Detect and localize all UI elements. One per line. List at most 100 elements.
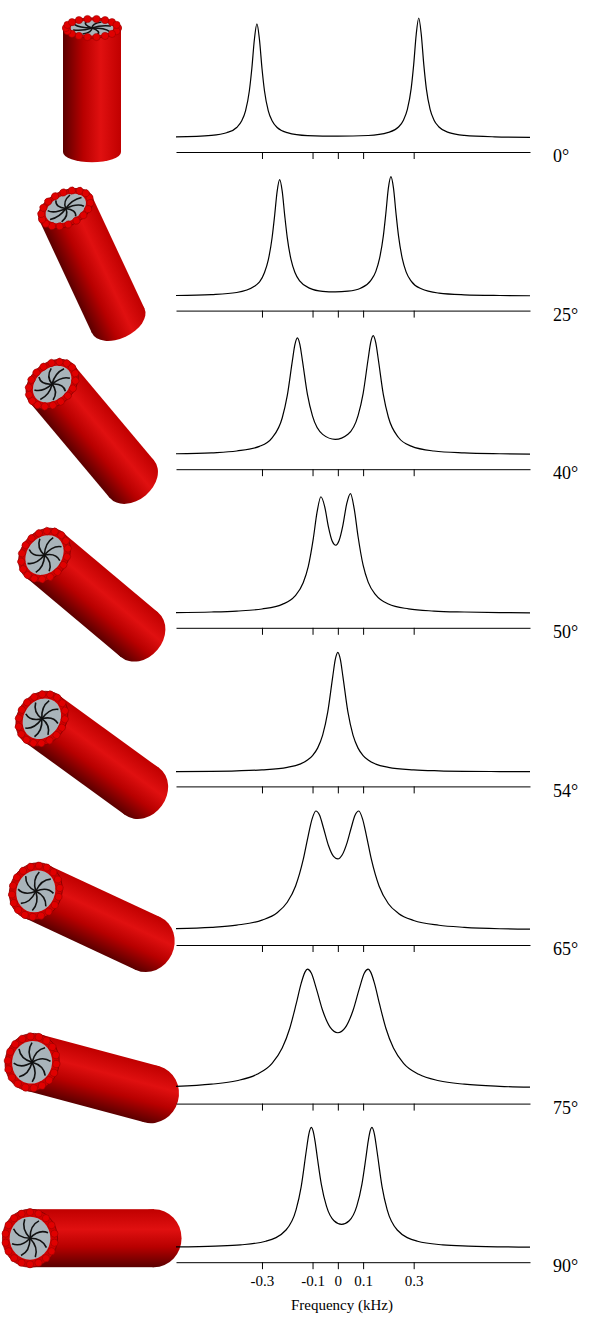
lipid-head: [49, 868, 59, 878]
lipid-head: [36, 911, 46, 921]
spectrum-line: [176, 18, 530, 137]
tick-mark: [363, 469, 364, 476]
spectrum-line: [176, 494, 530, 613]
lipid-head: [4, 1065, 13, 1074]
tick: [313, 786, 314, 793]
lipid-tail: [38, 384, 56, 400]
tick: [414, 628, 415, 635]
lipid-head: [26, 1209, 33, 1216]
lipid-head: [62, 358, 72, 368]
lipid-head: [45, 572, 55, 582]
lipid-tail: [14, 1229, 30, 1238]
lipid-head: [50, 192, 60, 202]
tick-mark: [262, 628, 263, 635]
lipid-head: [2, 1230, 9, 1237]
lipid-head: [75, 32, 82, 39]
panel: -0.3 -0.1 0 0.1 0.3: [176, 1127, 531, 1288]
panel-title: 25°: [553, 305, 578, 325]
cylinder-rim: [0, 1027, 66, 1097]
cylinder-body: [63, 28, 121, 152]
tick-mark: [313, 311, 314, 318]
lipid-head: [18, 1210, 25, 1217]
lipid-tail: [27, 1062, 38, 1082]
plot-area: [176, 1127, 530, 1247]
cylinder-rim: [32, 180, 99, 236]
lipid-tail: [92, 26, 111, 28]
lipid-head: [38, 1081, 47, 1090]
lipid-head: [55, 883, 65, 893]
lipid-head: [35, 1259, 42, 1266]
lipid-head: [63, 391, 73, 401]
lipid-head: [51, 1239, 58, 1246]
lipid-head: [50, 527, 60, 537]
panel: [176, 494, 531, 635]
panel-title: 50°: [553, 622, 578, 642]
lipid-head: [44, 735, 54, 745]
tick-mark: [338, 469, 339, 476]
lipid-head: [108, 30, 115, 37]
tick-mark: [338, 786, 339, 793]
lipid-head: [36, 738, 46, 748]
cylinder-core: [26, 358, 79, 410]
lipid-head: [26, 533, 36, 543]
lipid-tail: [21, 1238, 30, 1255]
lipid-head: [13, 1079, 22, 1088]
tick: 0.3: [405, 1262, 424, 1289]
plot-area: [176, 811, 530, 929]
tick-label: -0.3: [251, 1273, 275, 1289]
tick: 0: [335, 1262, 343, 1289]
tick-mark: [313, 1262, 314, 1269]
lipid-head: [9, 898, 19, 908]
lipid-head: [67, 186, 77, 196]
lipid-head: [42, 1255, 49, 1262]
lipid-head: [29, 1084, 38, 1093]
lipid-head: [51, 1230, 58, 1237]
tick-mark: [363, 945, 364, 952]
lipid-head: [26, 1261, 33, 1268]
lipid-head: [12, 873, 22, 883]
axis-line: [177, 786, 531, 787]
tick: [338, 152, 339, 159]
tick-mark: [262, 152, 263, 159]
spectrum-line: [176, 811, 530, 929]
lipid-head: [17, 705, 27, 715]
plot-area: [176, 336, 530, 455]
lipid-tail: [12, 1238, 30, 1245]
lipid-head: [68, 383, 78, 393]
tick: [414, 469, 415, 476]
cylinder: [0, 1026, 186, 1130]
panel: [176, 969, 531, 1110]
cylinder-rim: [5, 681, 78, 756]
tick-label: 0.1: [354, 1273, 373, 1289]
lipid-head: [40, 401, 50, 411]
lipid-head: [10, 1255, 17, 1262]
cylinder: [2, 1209, 182, 1268]
tick-mark: [414, 1262, 415, 1269]
cylinder-core: [9, 864, 62, 919]
tick: -0.1: [301, 1262, 325, 1289]
lipid-head: [18, 1035, 27, 1044]
tick: [313, 469, 314, 476]
lipid-head: [21, 1083, 30, 1092]
cylinder: [62, 15, 121, 162]
lipid-head: [26, 1032, 35, 1041]
lipid-head: [29, 692, 39, 702]
tick-mark: [414, 786, 415, 793]
lipid-head: [48, 400, 58, 410]
tick-mark: [338, 1262, 339, 1269]
lipid-head: [44, 907, 54, 917]
spectrum-line: [176, 969, 530, 1087]
tick: [262, 1104, 263, 1111]
lipid-head: [63, 220, 73, 230]
lipid-tail: [49, 208, 68, 220]
lipid-head: [51, 1051, 60, 1060]
lipid-tail: [37, 700, 53, 719]
lipid-head: [55, 222, 65, 232]
lipid-head: [79, 211, 89, 221]
tick-mark: [414, 152, 415, 159]
tick-mark: [414, 945, 415, 952]
tick: [363, 311, 364, 318]
tick-mark: [338, 945, 339, 952]
lipid-tail: [30, 1238, 46, 1247]
lipid-head: [52, 730, 62, 740]
